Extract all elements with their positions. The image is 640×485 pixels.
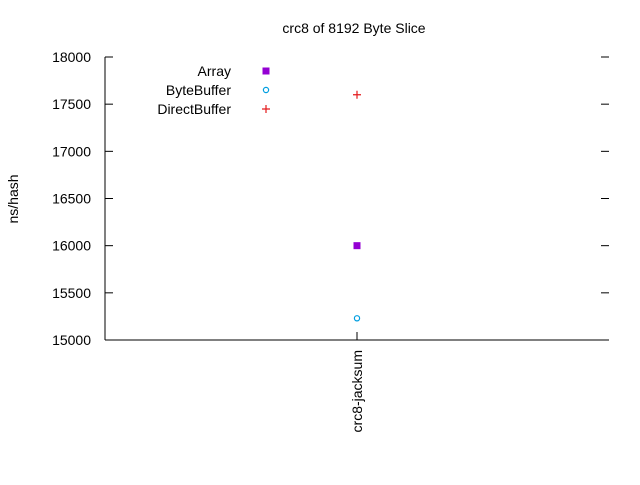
data-points [353,90,361,322]
y-tick-label: 15500 [52,285,91,301]
legend-marker [262,105,270,113]
legend-marker [262,67,270,75]
x-tick-label: crc8-jacksum [349,350,365,432]
data-point [353,90,361,99]
legend: Array ByteBuffer DirectBuffer [157,63,270,117]
legend-label: Array [198,63,231,79]
y-tick-label: 15000 [52,332,91,348]
y-tick-label: 17500 [52,96,91,112]
y-tick-label: 18000 [52,49,91,65]
legend-marker [262,86,270,94]
x-ticks: crc8-jacksum [349,332,365,432]
y-tick-label: 17000 [52,143,91,159]
y-tick-label: 16000 [52,238,91,254]
y-tick-label: 16500 [52,191,91,207]
y-ticks: 15000 15500 16000 16500 17000 17500 18000 [52,49,609,348]
data-point [353,315,361,322]
legend-label: ByteBuffer [166,82,231,98]
data-point [353,242,361,250]
legend-label: DirectBuffer [157,101,231,117]
y-axis-label: ns/hash [5,174,21,223]
chart-title: crc8 of 8192 Byte Slice [282,20,425,36]
